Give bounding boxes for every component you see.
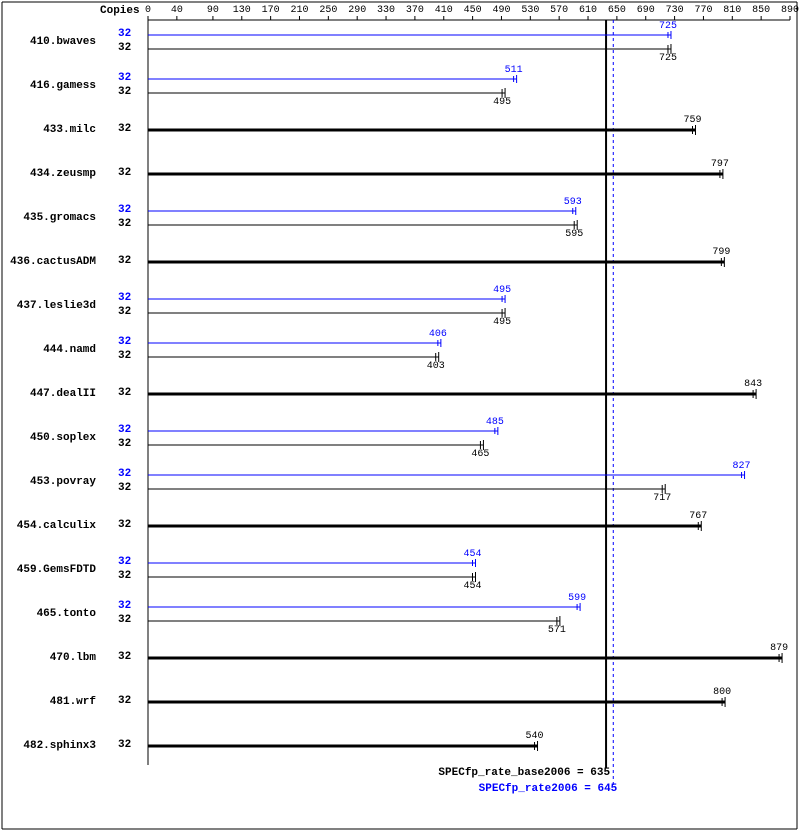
base-copies: 32: [118, 438, 131, 450]
peak-copies: 32: [118, 424, 131, 436]
axis-tick-label: 810: [723, 5, 741, 16]
base-copies: 32: [118, 123, 131, 135]
peak-value: 454: [463, 549, 481, 560]
peakline-summary: SPECfp_rate2006 = 645: [479, 783, 618, 795]
spec-rate-chart: 0 40 90 130 170 210 250 290 330 370 410 450 490 530 57…: [0, 0, 799, 831]
base-value: 759: [684, 115, 702, 126]
base-value: 725: [659, 53, 677, 64]
axis-tick-label: 690: [637, 5, 655, 16]
base-copies: 32: [118, 255, 131, 267]
benchmark-name: 459.GemsFDTD: [17, 564, 96, 576]
peak-value: 593: [564, 197, 582, 208]
base-copies: 32: [118, 42, 131, 54]
benchmark-name: 434.zeusmp: [30, 168, 96, 180]
base-copies: 32: [118, 739, 131, 751]
benchmark-name: 435.gromacs: [23, 212, 96, 224]
peak-copies: 32: [118, 28, 131, 40]
base-value: 717: [653, 493, 671, 504]
base-copies: 32: [118, 218, 131, 230]
axis-tick-label: 410: [435, 5, 453, 16]
peak-value: 485: [486, 417, 504, 428]
axis-tick-label: 290: [348, 5, 366, 16]
benchmark-name: 465.tonto: [37, 608, 96, 620]
axis-tick-label: 530: [521, 5, 539, 16]
base-copies: 32: [118, 570, 131, 582]
axis-tick-label: 610: [579, 5, 597, 16]
baseline-summary: SPECfp_rate_base2006 = 635: [438, 767, 610, 779]
peak-copies: 32: [118, 204, 131, 216]
benchmark-name: 482.sphinx3: [23, 740, 96, 752]
peak-value: 599: [568, 593, 586, 604]
base-value: 767: [689, 511, 707, 522]
peak-copies: 32: [118, 600, 131, 612]
axis-tick-label: 770: [694, 5, 712, 16]
peak-value: 827: [733, 461, 751, 472]
base-value: 797: [711, 159, 729, 170]
axis-tick-label: 250: [319, 5, 337, 16]
benchmark-name: 433.milc: [43, 124, 96, 136]
peak-copies: 32: [118, 72, 131, 84]
peak-copies: 32: [118, 292, 131, 304]
base-value: 465: [471, 449, 489, 460]
benchmark-name: 481.wrf: [50, 696, 96, 708]
base-value: 454: [463, 581, 481, 592]
peak-copies: 32: [118, 556, 131, 568]
copies-header: Copies: [100, 5, 140, 17]
peak-value: 495: [493, 285, 511, 296]
axis-tick-label: 210: [290, 5, 308, 16]
base-value: 800: [713, 687, 731, 698]
axis-tick-label: 570: [550, 5, 568, 16]
axis-tick-label: 170: [262, 5, 280, 16]
axis-tick-label: 450: [464, 5, 482, 16]
benchmark-name: 437.leslie3d: [17, 300, 96, 312]
base-copies: 32: [118, 350, 131, 362]
base-value: 403: [427, 361, 445, 372]
benchmark-name: 450.soplex: [30, 432, 96, 444]
base-copies: 32: [118, 695, 131, 707]
base-value: 879: [770, 643, 788, 654]
peak-copies: 32: [118, 468, 131, 480]
base-copies: 32: [118, 519, 131, 531]
peak-value: 511: [505, 65, 523, 76]
benchmark-name: 447.dealII: [30, 388, 96, 400]
axis-tick-label: 650: [608, 5, 626, 16]
axis-tick-label: 730: [666, 5, 684, 16]
base-copies: 32: [118, 387, 131, 399]
benchmark-name: 436.cactusADM: [10, 256, 96, 268]
benchmark-name: 410.bwaves: [30, 36, 96, 48]
base-copies: 32: [118, 614, 131, 626]
peak-value: 406: [429, 329, 447, 340]
base-copies: 32: [118, 86, 131, 98]
base-value: 540: [526, 731, 544, 742]
peak-value: 725: [659, 21, 677, 32]
axis-tick-label: 890: [781, 5, 799, 16]
benchmark-name: 454.calculix: [17, 520, 96, 532]
base-value: 495: [493, 97, 511, 108]
peak-copies: 32: [118, 336, 131, 348]
base-value: 799: [712, 247, 730, 258]
base-copies: 32: [118, 651, 131, 663]
axis-tick-label: 90: [207, 5, 219, 16]
axis-tick-label: 370: [406, 5, 424, 16]
base-value: 595: [565, 229, 583, 240]
base-copies: 32: [118, 167, 131, 179]
axis-tick-label: 40: [171, 5, 183, 16]
axis-tick-label: 130: [233, 5, 251, 16]
base-copies: 32: [118, 482, 131, 494]
axis-tick-label: 850: [752, 5, 770, 16]
axis-tick-label: 490: [492, 5, 510, 16]
axis-tick-label: 330: [377, 5, 395, 16]
base-copies: 32: [118, 306, 131, 318]
benchmark-name: 416.gamess: [30, 80, 96, 92]
benchmark-name: 453.povray: [30, 476, 96, 488]
axis-tick-label: 0: [145, 5, 151, 16]
benchmark-name: 444.namd: [43, 344, 96, 356]
benchmark-name: 470.lbm: [50, 652, 96, 664]
base-value: 571: [548, 625, 566, 636]
base-value: 843: [744, 379, 762, 390]
base-value: 495: [493, 317, 511, 328]
